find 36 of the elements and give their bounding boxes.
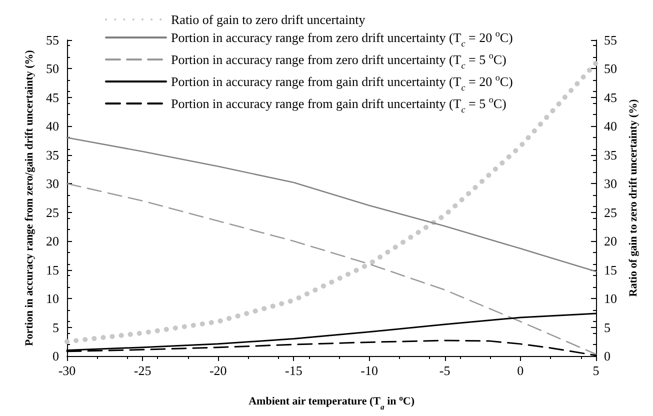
y-tick-label: 55 — [46, 32, 59, 48]
y-tick-label: 30 — [46, 176, 59, 192]
legend-label: Ratio of gain to zero drift uncertainty — [171, 12, 366, 27]
y-tick-label: 5 — [52, 320, 59, 335]
y-tick-label: 15 — [46, 262, 59, 278]
y2-tick-label: 25 — [604, 204, 617, 220]
y-tick-label: 40 — [46, 118, 59, 134]
y2-tick-label: 30 — [604, 176, 617, 192]
x-tick-label: -15 — [285, 363, 302, 378]
y-tick-label: 50 — [46, 61, 59, 76]
x-tick-label: 5 — [592, 363, 600, 378]
x-tick-label: 0 — [517, 363, 524, 378]
x-tick-label: -30 — [58, 363, 76, 378]
y2-tick-label: 55 — [604, 32, 617, 48]
y-tick-label: 0 — [52, 348, 59, 364]
y-tick-label: 20 — [46, 234, 59, 249]
y2-tick-label: 50 — [604, 61, 617, 76]
y-tick-label: 25 — [46, 204, 59, 220]
y2-tick-label: 40 — [604, 118, 617, 134]
y-axis-title: Portion in accuracy range from zero/gain drift uncertainty (%) — [24, 50, 36, 346]
y-tick-label: 45 — [46, 90, 59, 105]
y-tick-label: 10 — [46, 291, 59, 306]
x-tick-label: -5 — [439, 363, 450, 378]
y2-tick-label: 0 — [604, 348, 610, 364]
y2-tick-label: 35 — [604, 147, 617, 162]
y2-tick-label: 5 — [604, 320, 610, 335]
y2-tick-label: 45 — [604, 90, 617, 105]
y2-axis-title: Ratio of gain to zero drift uncertainty (%) — [627, 98, 640, 297]
x-tick-label: -25 — [134, 363, 152, 378]
y-tick-label: 35 — [46, 147, 59, 162]
x-tick-label: -10 — [360, 363, 378, 378]
x-tick-label: -20 — [209, 363, 227, 378]
y2-tick-label: 20 — [604, 234, 617, 249]
y2-tick-label: 15 — [604, 262, 617, 278]
line-series — [66, 137, 597, 272]
y2-tick-label: 10 — [604, 291, 617, 306]
